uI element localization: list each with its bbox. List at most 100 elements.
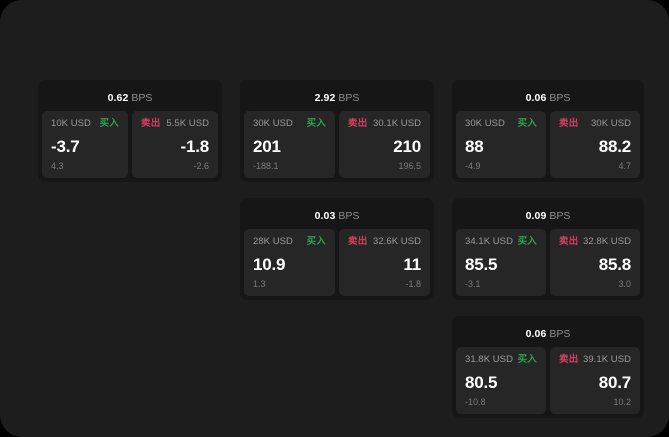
buy-panel-header: 34.1K USD 买入 — [465, 237, 537, 247]
sell-delta: 196.5 — [398, 161, 421, 171]
bps-unit: BPS — [549, 92, 571, 104]
card-header: 0.03 BPS — [244, 203, 430, 229]
bps-unit: BPS — [338, 210, 360, 222]
buy-delta: -3.1 — [465, 279, 481, 289]
quote-card[interactable]: 0.03 BPS 28K USD 买入 10.9 1.3 卖出 — [240, 198, 434, 300]
buy-price: -3.7 — [51, 136, 80, 156]
buy-panel[interactable]: 28K USD 买入 10.9 1.3 — [244, 229, 335, 296]
quote-card[interactable]: 0.06 BPS 30K USD 买入 88 -4.9 卖出 — [452, 80, 644, 182]
sell-tag: 卖出 — [141, 118, 161, 129]
sell-price: 80.7 — [598, 372, 631, 392]
buy-panel[interactable]: 10K USD 买入 -3.7 4.3 — [42, 111, 128, 178]
card-header: 0.62 BPS — [42, 85, 218, 111]
buy-tag: 买入 — [517, 118, 537, 129]
bps-value: 0.09 — [525, 210, 547, 222]
sell-delta: -1.8 — [405, 279, 421, 289]
buy-quantity: 31.8K USD — [465, 354, 513, 365]
buy-panel-header: 30K USD 买入 — [465, 119, 537, 129]
bps-value: 0.06 — [525, 328, 547, 340]
buy-panel[interactable]: 34.1K USD 买入 85.5 -3.1 — [456, 229, 546, 296]
buy-tag: 买入 — [99, 118, 119, 129]
sell-price: 210 — [393, 136, 421, 156]
sell-tag: 卖出 — [559, 354, 579, 365]
sell-tag: 卖出 — [559, 236, 579, 247]
sell-tag: 卖出 — [348, 118, 368, 129]
sell-panel[interactable]: 卖出 39.1K USD 80.7 10.2 — [550, 347, 640, 414]
buy-delta: -4.9 — [465, 161, 481, 171]
buy-delta: -10.8 — [465, 397, 486, 407]
quote-column-2: 2.92 BPS 30K USD 买入 201 -188.1 卖出 — [240, 80, 434, 300]
sell-quantity: 30.1K USD — [373, 118, 421, 129]
sell-delta: 3.0 — [618, 279, 631, 289]
card-header: 2.92 BPS — [244, 85, 430, 111]
buy-delta: -188.1 — [253, 161, 279, 171]
card-sides: 10K USD 买入 -3.7 4.3 卖出 5.5K USD -1.8 -2.… — [42, 111, 218, 178]
buy-panel-header: 28K USD 买入 — [253, 237, 326, 247]
buy-panel-header: 10K USD 买入 — [51, 119, 119, 129]
quote-card[interactable]: 0.06 BPS 31.8K USD 买入 80.5 -10.8 卖出 — [452, 316, 644, 418]
buy-panel[interactable]: 31.8K USD 买入 80.5 -10.8 — [456, 347, 546, 414]
bps-value: 0.03 — [314, 210, 336, 222]
sell-panel[interactable]: 卖出 30K USD 88.2 4.7 — [550, 111, 640, 178]
buy-price: 88 — [465, 136, 484, 156]
card-header: 0.09 BPS — [456, 203, 640, 229]
sell-quantity: 30K USD — [591, 118, 631, 129]
sell-quantity: 32.8K USD — [583, 236, 631, 247]
card-sides: 28K USD 买入 10.9 1.3 卖出 32.6K USD 11 -1.8 — [244, 229, 430, 296]
buy-price: 10.9 — [253, 254, 286, 274]
sell-tag: 卖出 — [348, 236, 368, 247]
buy-tag: 买入 — [306, 118, 326, 129]
bps-unit: BPS — [549, 328, 571, 340]
sell-panel-header: 卖出 5.5K USD — [141, 119, 209, 129]
buy-tag: 买入 — [517, 236, 537, 247]
sell-panel[interactable]: 卖出 5.5K USD -1.8 -2.6 — [132, 111, 218, 178]
quote-card-grid: 0.62 BPS 10K USD 买入 -3.7 4.3 卖出 — [38, 80, 644, 418]
buy-price: 201 — [253, 136, 281, 156]
sell-quantity: 39.1K USD — [583, 354, 631, 365]
buy-panel-header: 30K USD 买入 — [253, 119, 326, 129]
buy-delta: 1.3 — [253, 279, 266, 289]
sell-tag: 卖出 — [559, 118, 579, 129]
quote-card[interactable]: 0.09 BPS 34.1K USD 买入 85.5 -3.1 卖出 — [452, 198, 644, 300]
card-sides: 34.1K USD 买入 85.5 -3.1 卖出 32.8K USD 85.8… — [456, 229, 640, 296]
quote-card[interactable]: 0.62 BPS 10K USD 买入 -3.7 4.3 卖出 — [38, 80, 222, 182]
bps-value: 0.06 — [525, 92, 547, 104]
buy-price: 85.5 — [465, 254, 498, 274]
sell-price: -1.8 — [180, 136, 210, 156]
sell-panel[interactable]: 卖出 32.6K USD 11 -1.8 — [339, 229, 430, 296]
buy-quantity: 28K USD — [253, 236, 293, 247]
buy-quantity: 34.1K USD — [465, 236, 513, 247]
sell-panel[interactable]: 卖出 30.1K USD 210 196.5 — [339, 111, 430, 178]
quote-card[interactable]: 2.92 BPS 30K USD 买入 201 -188.1 卖出 — [240, 80, 434, 182]
quote-column-3: 0.06 BPS 30K USD 买入 88 -4.9 卖出 — [452, 80, 644, 418]
sell-price: 88.2 — [598, 136, 631, 156]
card-sides: 30K USD 买入 88 -4.9 卖出 30K USD 88.2 4.7 — [456, 111, 640, 178]
sell-panel[interactable]: 卖出 32.8K USD 85.8 3.0 — [550, 229, 640, 296]
sell-panel-header: 卖出 30.1K USD — [348, 119, 421, 129]
buy-quantity: 30K USD — [253, 118, 293, 129]
buy-delta: 4.3 — [51, 161, 64, 171]
bps-unit: BPS — [131, 92, 153, 104]
sell-delta: -2.6 — [193, 161, 209, 171]
sell-panel-header: 卖出 39.1K USD — [559, 355, 631, 365]
bps-value: 2.92 — [314, 92, 336, 104]
buy-tag: 买入 — [306, 236, 326, 247]
sell-panel-header: 卖出 32.8K USD — [559, 237, 631, 247]
bps-unit: BPS — [549, 210, 571, 222]
sell-price: 85.8 — [598, 254, 631, 274]
buy-quantity: 10K USD — [51, 118, 91, 129]
bps-unit: BPS — [338, 92, 360, 104]
buy-panel[interactable]: 30K USD 买入 88 -4.9 — [456, 111, 546, 178]
sell-panel-header: 卖出 30K USD — [559, 119, 631, 129]
quote-column-1: 0.62 BPS 10K USD 买入 -3.7 4.3 卖出 — [38, 80, 222, 182]
sell-price: 11 — [403, 254, 421, 274]
buy-panel-header: 31.8K USD 买入 — [465, 355, 537, 365]
sell-panel-header: 卖出 32.6K USD — [348, 237, 421, 247]
buy-panel[interactable]: 30K USD 买入 201 -188.1 — [244, 111, 335, 178]
buy-tag: 买入 — [517, 354, 537, 365]
bps-value: 0.62 — [107, 92, 129, 104]
sell-delta: 10.2 — [613, 397, 631, 407]
buy-quantity: 30K USD — [465, 118, 505, 129]
buy-price: 80.5 — [465, 372, 498, 392]
